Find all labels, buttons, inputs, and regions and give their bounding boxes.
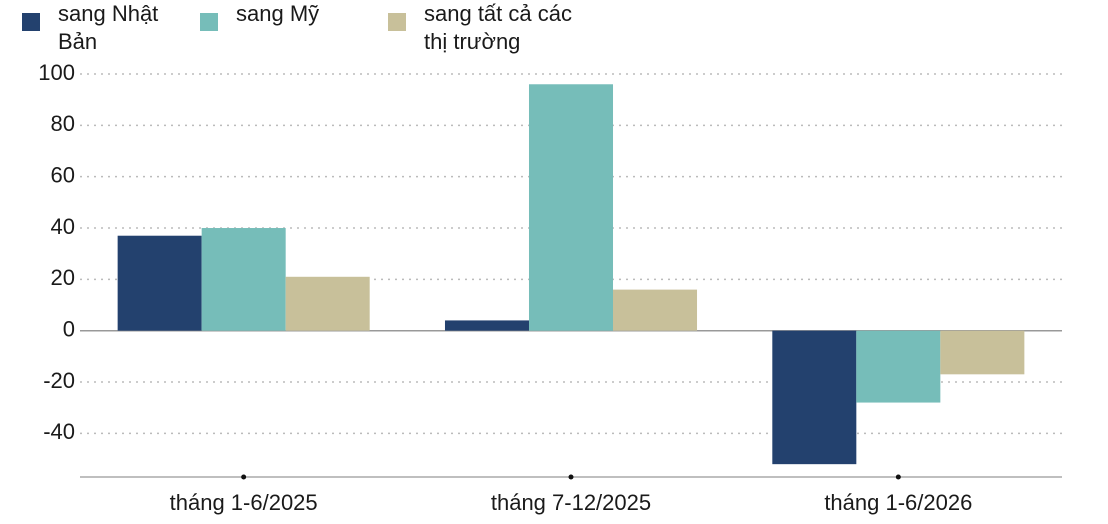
legend-label: sang Mỹ [236, 1, 320, 26]
legend-item: sang Nhật Bản [22, 0, 178, 56]
bar [444, 320, 529, 331]
x-tick-label: tháng 7-12/2025 [491, 490, 651, 515]
bar [285, 276, 370, 331]
legend-swatch [200, 13, 218, 31]
legend-item: sang tất cả các thị trường [388, 0, 584, 56]
bar [117, 235, 202, 331]
x-tick-label: tháng 1-6/2026 [824, 490, 972, 515]
legend-label: sang tất cả các thị trường [424, 1, 572, 54]
x-tick [568, 474, 574, 480]
bar [528, 84, 614, 331]
y-tick-label: 60 [51, 162, 75, 187]
legend: sang Nhật Bản sang Mỹ sang tất cả các thị … [22, 0, 606, 56]
legend-label: sang Nhật Bản [58, 1, 159, 54]
x-tick [241, 474, 247, 480]
legend-swatch [388, 13, 406, 31]
y-tick-label: 20 [51, 265, 75, 290]
y-tick-label: -40 [43, 419, 75, 444]
y-tick-label: 40 [51, 214, 75, 239]
legend-swatch [22, 13, 40, 31]
y-tick-label: -20 [43, 368, 75, 393]
legend-item: sang Mỹ [200, 0, 366, 56]
y-tick-label: 0 [63, 317, 75, 342]
y-tick-label: 100 [38, 60, 75, 85]
y-tick-label: 80 [51, 111, 75, 136]
bar [940, 330, 1025, 375]
bar [856, 330, 941, 403]
bar [201, 228, 286, 331]
x-tick-label: tháng 1-6/2025 [170, 490, 318, 515]
bar [772, 330, 857, 465]
x-tick [895, 474, 901, 480]
bar [613, 289, 698, 331]
